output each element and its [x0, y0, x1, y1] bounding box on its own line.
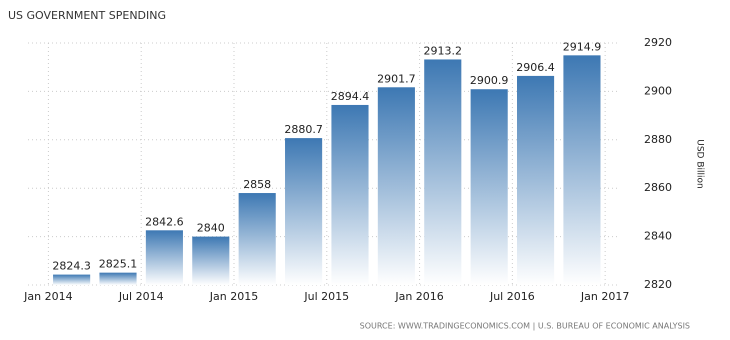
y-tick-label: 2900	[644, 84, 672, 97]
y-tick-label: 2860	[644, 181, 672, 194]
value-label: 2858	[243, 178, 271, 191]
bar	[517, 75, 555, 285]
x-tick-label: Jul 2015	[303, 290, 349, 303]
chart-title: US GOVERNMENT SPENDING	[8, 9, 166, 22]
x-tick-label: Jan 2016	[394, 290, 443, 303]
y-axis-label: USD Billion	[695, 139, 705, 188]
bar	[238, 193, 276, 285]
value-label: 2842.6	[145, 215, 184, 228]
value-label: 2840	[197, 222, 225, 235]
bar	[563, 55, 601, 286]
bar	[377, 87, 415, 285]
bar	[331, 104, 369, 286]
bar	[424, 59, 462, 286]
y-tick-label: 2880	[644, 133, 672, 146]
value-label: 2824.3	[52, 260, 91, 273]
x-tick-label: Jan 2014	[23, 290, 72, 303]
bar	[53, 274, 91, 285]
value-label: 2880.7	[284, 123, 323, 136]
y-tick-label: 2920	[644, 36, 672, 49]
bar	[99, 272, 137, 285]
y-tick-label: 2820	[644, 278, 672, 291]
bar	[145, 230, 183, 285]
value-label: 2901.7	[377, 72, 416, 85]
value-label: 2913.2	[424, 44, 463, 57]
value-label: 2900.9	[470, 74, 509, 87]
source: SOURCE: WWW.TRADINGECONOMICS.COM | U.S. …	[360, 322, 690, 331]
x-tick-label: Jan 2017	[580, 290, 629, 303]
bar	[470, 89, 508, 285]
value-label: 2894.4	[331, 90, 370, 103]
y-tick-label: 2840	[644, 230, 672, 243]
value-label: 2914.9	[563, 40, 602, 53]
bar	[285, 138, 323, 285]
x-tick-label: Jul 2016	[489, 290, 535, 303]
x-tick-label: Jul 2014	[118, 290, 164, 303]
value-label: 2825.1	[99, 258, 138, 271]
value-label: 2906.4	[516, 61, 555, 74]
bar	[192, 236, 230, 285]
x-tick-label: Jan 2015	[209, 290, 258, 303]
